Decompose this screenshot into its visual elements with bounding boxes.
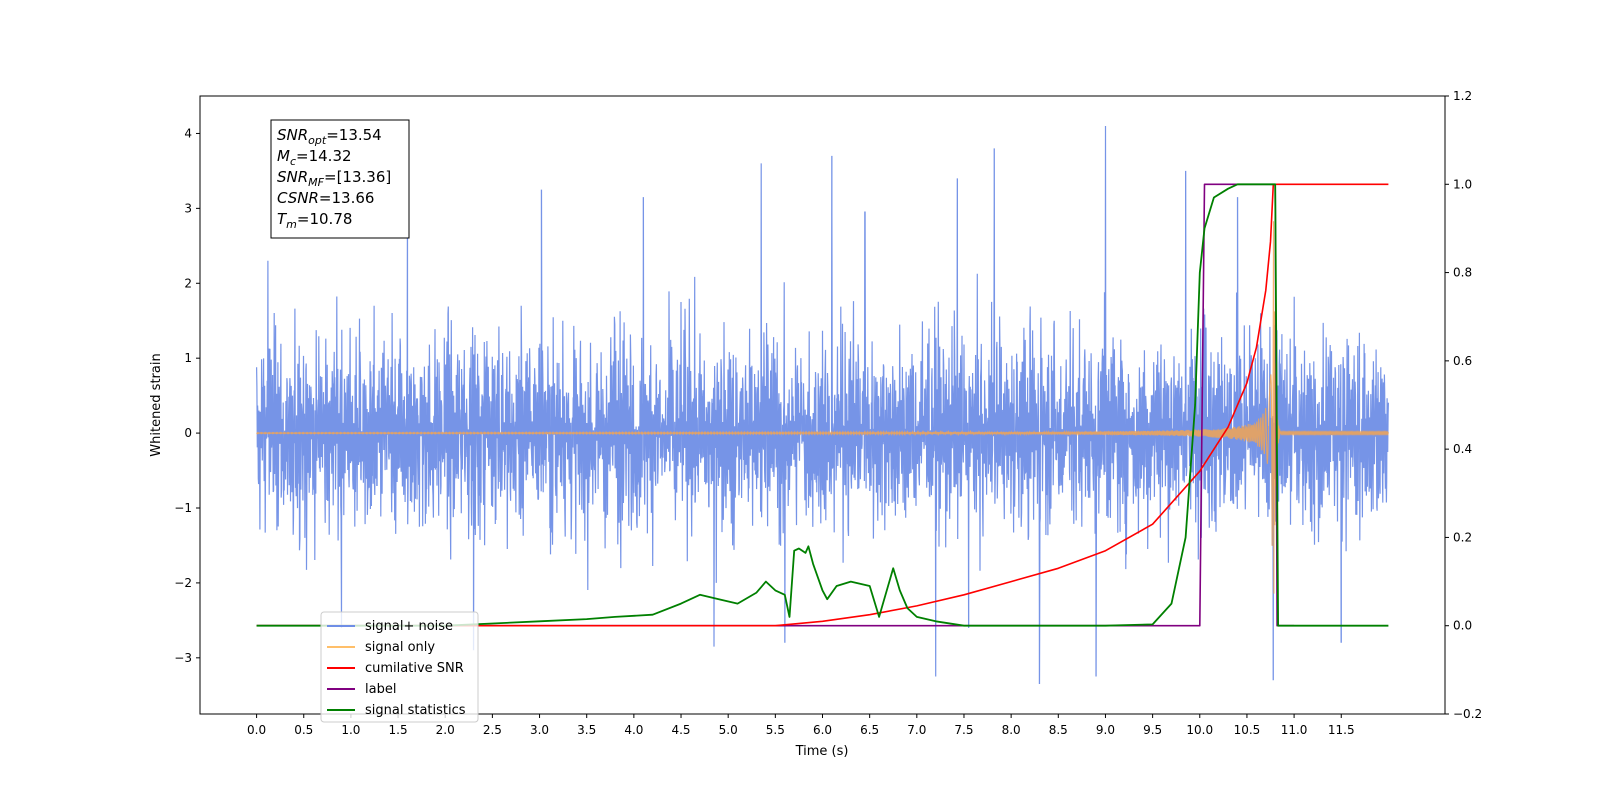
legend: signal+ noise signal only cumilative SNR la… xyxy=(320,611,479,723)
x-axis-label: Time (s) xyxy=(795,744,849,759)
y-axis-label: Whitened strain xyxy=(149,353,164,456)
left-y-tick-label: 0 xyxy=(184,426,192,440)
right-y-tick-label: 0.4 xyxy=(1453,442,1472,456)
x-tick-label: 4.0 xyxy=(624,723,643,737)
right-y-tick-label: 1.0 xyxy=(1453,177,1472,191)
x-tick-label: 0.0 xyxy=(247,723,266,737)
x-tick-label: 7.0 xyxy=(907,723,926,737)
stats-annotation: SNRopt=13.54Mc=14.32SNRMF=[13.36]CSNR=13… xyxy=(270,119,410,239)
x-tick-label: 4.5 xyxy=(671,723,690,737)
annotation-subscript: c xyxy=(290,155,296,168)
series-signal-statistics xyxy=(256,183,1389,627)
annotation-value: =13.66 xyxy=(319,189,375,207)
legend-label: signal statistics xyxy=(365,703,466,718)
right-y-axis: −0.2 0.0 0.2 0.4 0.6 0.8 1.0 1.2 xyxy=(1445,89,1482,721)
annotation-line: Tm=10.78 xyxy=(277,210,352,231)
x-tick-label: 10.5 xyxy=(1234,723,1261,737)
x-tick-label: 6.5 xyxy=(860,723,879,737)
annotation-symbol: M xyxy=(277,147,290,165)
annotation-line: Mc=14.32 xyxy=(277,147,352,168)
annotation-subscript: MF xyxy=(308,176,324,189)
left-y-tick-label: −1 xyxy=(174,501,192,515)
annotation-value: =[13.36] xyxy=(324,168,391,186)
annotation-subscript: opt xyxy=(308,134,327,147)
x-tick-label: 1.0 xyxy=(341,723,360,737)
legend-label: signal+ noise xyxy=(365,619,453,634)
right-y-tick-label: 0.8 xyxy=(1453,266,1472,280)
left-y-tick-label: 1 xyxy=(184,351,192,365)
left-y-tick-label: 3 xyxy=(184,201,192,215)
x-tick-label: 5.0 xyxy=(719,723,738,737)
annotation-symbol: CSNR xyxy=(277,189,319,207)
x-tick-label: 11.0 xyxy=(1281,723,1308,737)
annotation-symbol: T xyxy=(277,210,288,228)
right-y-tick-label: 0.6 xyxy=(1453,354,1472,368)
x-tick-label: 2.0 xyxy=(436,723,455,737)
series-cumulative-snr xyxy=(256,183,1389,627)
x-tick-label: 8.0 xyxy=(1002,723,1021,737)
x-tick-label: 2.5 xyxy=(483,723,502,737)
annotation-line: SNRMF=[13.36] xyxy=(277,168,391,189)
x-tick-label: 6.0 xyxy=(813,723,832,737)
annotation-symbol: SNR xyxy=(277,126,308,144)
left-y-tick-label: 4 xyxy=(184,126,192,140)
right-y-tick-label: 0.0 xyxy=(1453,619,1472,633)
right-y-tick-label: −0.2 xyxy=(1453,707,1482,721)
annotation-symbol: SNR xyxy=(277,168,308,186)
x-axis: 0.0 0.5 1.0 1.5 2.0 2.5 3.0 3.5 4.0 4.5 5.0 5.5 6.0 6… xyxy=(247,714,1355,737)
plot-area xyxy=(256,125,1389,685)
left-y-tick-label: 2 xyxy=(184,276,192,290)
legend-frame xyxy=(320,611,479,723)
legend-label: cumilative SNR xyxy=(365,661,464,676)
left-y-tick-label: −2 xyxy=(174,576,192,590)
x-tick-label: 7.5 xyxy=(954,723,973,737)
annotation-subscript: m xyxy=(286,218,297,231)
left-y-tick-label: −3 xyxy=(174,651,192,665)
annotation-value: =13.54 xyxy=(326,126,382,144)
x-tick-label: 9.0 xyxy=(1096,723,1115,737)
x-tick-label: 3.5 xyxy=(577,723,596,737)
x-tick-label: 5.5 xyxy=(766,723,785,737)
x-tick-label: 8.5 xyxy=(1049,723,1068,737)
annotation-value: =10.78 xyxy=(297,210,353,228)
legend-label: label xyxy=(365,682,396,697)
series-signal-only xyxy=(256,221,1389,594)
x-tick-label: 3.0 xyxy=(530,723,549,737)
right-y-tick-label: 0.2 xyxy=(1453,530,1472,544)
x-tick-label: 10.0 xyxy=(1186,723,1213,737)
annotation-frame xyxy=(270,119,410,239)
annotation-line: SNRopt=13.54 xyxy=(277,126,382,147)
x-tick-label: 11.5 xyxy=(1328,723,1355,737)
x-tick-label: 9.5 xyxy=(1143,723,1162,737)
x-tick-label: 1.5 xyxy=(389,723,408,737)
annotation-value: =14.32 xyxy=(296,147,352,165)
x-tick-label: 0.5 xyxy=(294,723,313,737)
annotation-line: CSNR=13.66 xyxy=(277,189,374,207)
legend-label: signal only xyxy=(365,640,435,655)
left-y-axis: −3 −2 −1 0 1 2 3 4 xyxy=(174,126,200,665)
right-y-tick-label: 1.2 xyxy=(1453,89,1472,103)
